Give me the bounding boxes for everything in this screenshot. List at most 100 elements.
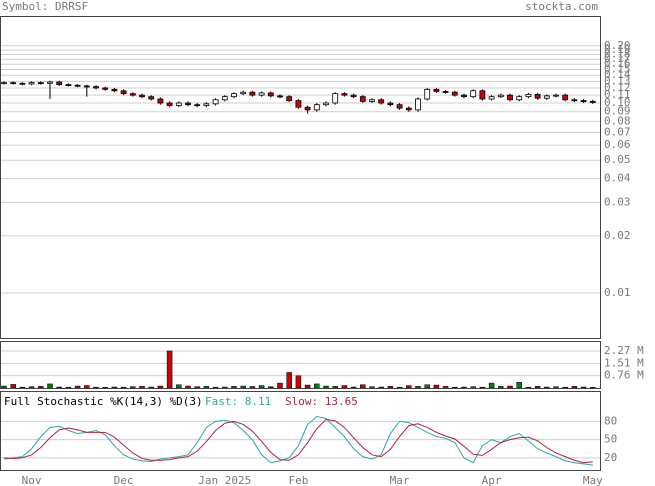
volume-bar: [452, 386, 458, 389]
y-tick-label: 0.14: [604, 68, 631, 81]
candle-body: [479, 90, 486, 100]
y-tick-label: 0.13: [604, 74, 631, 87]
y-tick-label: 80: [604, 414, 617, 427]
volume-bar: [102, 387, 108, 389]
y-tick-label: 0.07: [604, 125, 631, 138]
volume-bar: [84, 385, 90, 389]
candle-body: [1, 82, 7, 85]
volume-bar: [139, 386, 145, 389]
candle-body: [148, 96, 155, 100]
y-tick-label: 0.20: [604, 39, 631, 52]
stochastic-line: [3, 415, 593, 466]
x-tick-label: Nov: [22, 474, 42, 486]
candle-body: [332, 93, 339, 104]
candle-body: [378, 99, 385, 104]
candle-body: [451, 91, 458, 96]
y-tick-label: 0.09: [604, 105, 631, 118]
candle-body: [295, 100, 302, 108]
candle-body: [442, 91, 449, 93]
volume-bar: [176, 384, 182, 389]
y-tick-label: 50: [604, 433, 617, 446]
stochastic-panel: [0, 391, 601, 471]
volume-bar: [332, 386, 338, 389]
candle-body: [562, 94, 569, 101]
stochastic-line: [3, 419, 593, 464]
volume-bar: [498, 386, 504, 389]
y-tick-label: 0.19: [604, 43, 631, 56]
candle-body: [525, 93, 532, 98]
candle-body: [534, 93, 541, 99]
volume-bar: [396, 386, 403, 389]
volume-bar: [157, 385, 164, 389]
candle-body: [424, 88, 431, 100]
y-tick-label: 2.27 M: [604, 344, 644, 357]
volume-bar: [74, 385, 81, 389]
candle-body: [359, 96, 366, 102]
volume-bar: [295, 375, 302, 389]
volume-bar: [65, 386, 72, 389]
y-tick-label: 0.16: [604, 57, 631, 70]
y-tick-label: 1.51 M: [604, 356, 644, 369]
volume-bar: [111, 386, 118, 389]
candle-body: [185, 102, 191, 106]
volume-bar: [277, 382, 283, 389]
candle-body: [277, 95, 283, 98]
volume-bar: [525, 386, 532, 389]
candle-body: [139, 94, 145, 98]
candle-body: [571, 99, 578, 102]
volume-bar: [590, 387, 596, 389]
candle-body: [56, 81, 63, 85]
volume-bar: [387, 386, 394, 389]
volume-bar: [433, 384, 440, 389]
volume-bar: [461, 386, 467, 389]
volume-bar: [1, 385, 7, 389]
volume-bar: [93, 386, 99, 389]
price-panel: [0, 16, 601, 339]
candle-body: [120, 90, 127, 95]
volume-bar: [470, 386, 476, 389]
volume-bar: [148, 386, 154, 389]
candle-body: [341, 93, 348, 96]
candle-body: [10, 82, 17, 85]
candle-body: [553, 94, 559, 97]
volume-bar: [314, 383, 320, 389]
candle-body: [415, 98, 421, 111]
y-tick-label: 0.01: [604, 286, 631, 299]
volume-bar: [130, 386, 136, 389]
candle-body: [497, 94, 504, 98]
candle-body: [405, 107, 412, 111]
volume-bar: [185, 385, 191, 389]
volume-bar: [580, 386, 587, 389]
candle-body: [47, 81, 53, 84]
y-tick-label: 0.12: [604, 81, 631, 94]
candle-body: [102, 87, 109, 90]
volume-bar: [424, 384, 430, 389]
volume-bar: [516, 382, 522, 389]
y-tick-label: 0.76 M: [604, 369, 644, 382]
candle-body: [111, 88, 118, 92]
candle-body: [350, 94, 357, 98]
volume-bar: [553, 386, 559, 389]
candle-body: [203, 103, 210, 106]
legend-label: Fast: 8.11: [205, 395, 271, 408]
candle-body: [258, 92, 265, 96]
volume-bar: [406, 385, 412, 389]
y-tick-label: 0.04: [604, 172, 631, 185]
candle-body: [129, 93, 136, 96]
y-tick-label: 0.08: [604, 114, 631, 127]
y-tick-label: 0.18: [604, 48, 631, 61]
volume-bar: [19, 386, 26, 389]
candle-body: [194, 104, 201, 107]
site-label: stockta.com: [525, 0, 598, 13]
candle-body: [28, 82, 35, 85]
volume-bar: [479, 386, 486, 389]
candle-body: [19, 82, 26, 85]
candle-body: [461, 94, 467, 98]
volume-bar: [212, 386, 219, 389]
x-tick-label: Apr: [482, 474, 502, 486]
volume-bar: [534, 386, 541, 389]
volume-bar: [222, 386, 228, 389]
candle-body: [488, 96, 495, 100]
y-tick-label: 0.06: [604, 138, 631, 151]
volume-bar: [38, 386, 44, 389]
